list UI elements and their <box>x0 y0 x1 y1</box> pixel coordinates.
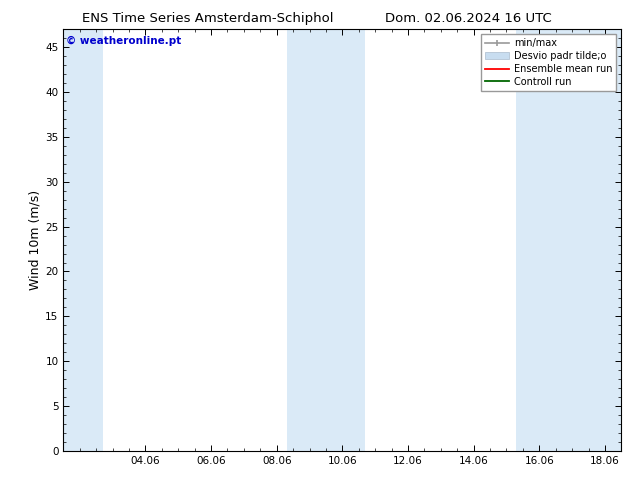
Text: © weatheronline.pt: © weatheronline.pt <box>66 36 181 46</box>
Legend: min/max, Desvio padr tilde;o, Ensemble mean run, Controll run: min/max, Desvio padr tilde;o, Ensemble m… <box>481 34 616 91</box>
Text: ENS Time Series Amsterdam-Schiphol: ENS Time Series Amsterdam-Schiphol <box>82 12 334 25</box>
Y-axis label: Wind 10m (m/s): Wind 10m (m/s) <box>28 190 41 290</box>
Text: Dom. 02.06.2024 16 UTC: Dom. 02.06.2024 16 UTC <box>385 12 552 25</box>
Bar <box>287 29 365 451</box>
Bar <box>63 29 103 451</box>
Bar <box>516 29 621 451</box>
